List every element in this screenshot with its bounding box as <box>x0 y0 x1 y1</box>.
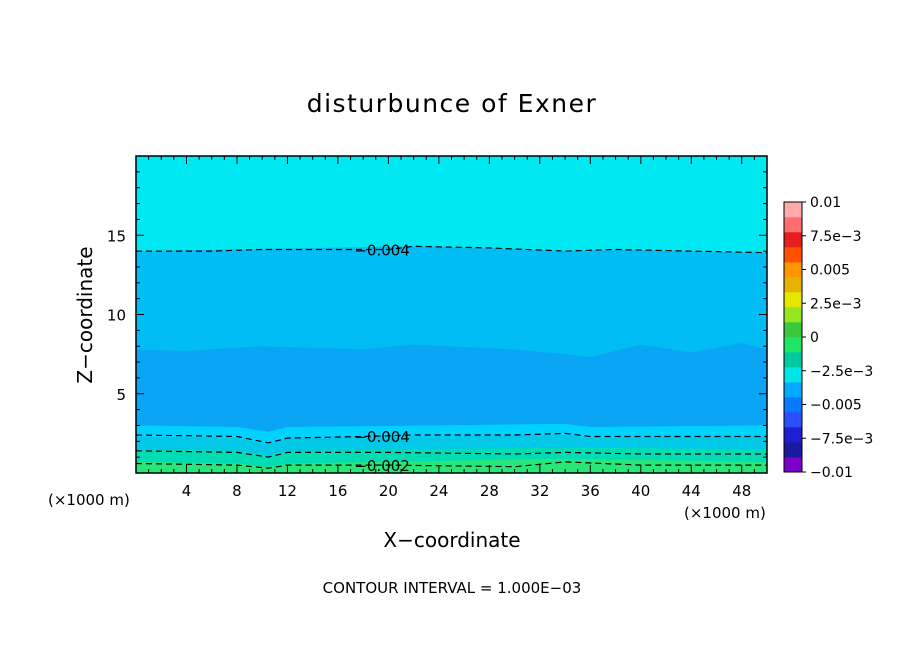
chart-title: disturbunce of Exner <box>307 89 598 118</box>
colorbar-label: −0.005 <box>810 398 862 414</box>
colorbar-swatch <box>784 397 802 413</box>
x-tick-label: 16 <box>328 482 347 500</box>
contour-label: −0.004 <box>354 242 410 260</box>
colorbar-swatch <box>784 262 802 278</box>
x-axis: 4 8 12 16 20 24 28 32 36 40 44 48 <box>148 156 755 500</box>
colorbar-label: 0.005 <box>810 263 850 279</box>
x-tick-label: 20 <box>379 482 398 500</box>
x-unit-right: (×1000 m) <box>684 504 766 522</box>
colorbar-label: 2.5e−3 <box>810 296 862 312</box>
colorbar-swatch <box>784 292 802 308</box>
x-tick-label: 40 <box>631 482 650 500</box>
plot-fill-layer <box>136 156 767 473</box>
x-tick-label: 8 <box>232 482 242 500</box>
colorbar: 0.01 7.5e−3 0.005 2.5e−3 0 −2.5e−3 −0.005 −7.5e… <box>783 195 873 481</box>
colorbar-label: −2.5e−3 <box>810 364 873 380</box>
colorbar-swatch <box>784 307 802 323</box>
y-tick-label: 5 <box>116 386 126 404</box>
colorbar-swatch <box>784 442 802 458</box>
colorbar-label: −7.5e−3 <box>810 431 873 447</box>
colorbar-label: −0.01 <box>810 465 853 481</box>
x-tick-label: 32 <box>530 482 549 500</box>
x-axis-label: X−coordinate <box>383 528 520 552</box>
y-tick-label: 15 <box>107 227 126 245</box>
colorbar-swatch <box>784 367 802 383</box>
colorbar-swatch <box>784 427 802 443</box>
colorbar-label: 7.5e−3 <box>810 229 862 245</box>
colorbar-swatch <box>784 247 802 263</box>
x-tick-label: 12 <box>278 482 297 500</box>
y-axis: 5 10 15 <box>107 171 767 458</box>
contour-line-layer: −0.004 −0.004 −0.002 <box>135 242 768 475</box>
colorbar-label: 0 <box>810 330 819 346</box>
contour-line <box>135 450 767 458</box>
colorbar-swatch <box>784 412 802 428</box>
x-tick-label: 4 <box>182 482 192 500</box>
colorbar-swatch <box>784 457 802 473</box>
colorbar-swatch <box>784 217 802 233</box>
x-tick-label: 28 <box>480 482 499 500</box>
x-tick-label: 36 <box>581 482 600 500</box>
colorbar-swatch <box>784 352 802 368</box>
contour-line <box>135 432 767 444</box>
contour-label: −0.004 <box>354 428 410 446</box>
colorbar-swatch <box>784 232 802 248</box>
x-tick-label: 48 <box>732 482 751 500</box>
x-unit-left: (×1000 m) <box>48 491 130 509</box>
x-tick-label: 44 <box>682 482 701 500</box>
y-axis-label: Z−coordinate <box>73 246 97 383</box>
contour-label: −0.002 <box>354 457 410 475</box>
colorbar-swatch <box>784 382 802 398</box>
contour-line <box>136 245 768 254</box>
colorbar-label: 0.01 <box>810 195 841 211</box>
x-tick-label: 24 <box>429 482 448 500</box>
colorbar-swatch <box>784 277 802 293</box>
colorbar-swatch <box>784 322 802 338</box>
contour-interval-footer: CONTOUR INTERVAL = 1.000E−03 <box>323 579 582 597</box>
y-tick-label: 10 <box>107 307 126 325</box>
colorbar-swatch <box>784 337 802 353</box>
colorbar-swatch <box>784 202 802 218</box>
